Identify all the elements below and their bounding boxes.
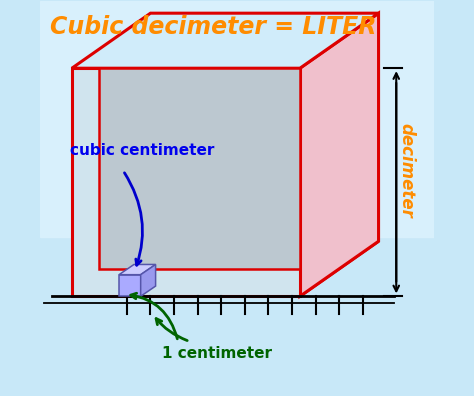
- Bar: [72, 68, 300, 296]
- Polygon shape: [119, 265, 155, 275]
- Polygon shape: [141, 265, 155, 296]
- Bar: [40, 2, 434, 237]
- Polygon shape: [72, 241, 379, 296]
- Text: 1 centimeter: 1 centimeter: [162, 346, 273, 361]
- Bar: [119, 275, 141, 296]
- Text: cubic centimeter: cubic centimeter: [71, 143, 215, 158]
- Text: decimeter: decimeter: [397, 123, 415, 218]
- Polygon shape: [72, 13, 379, 68]
- Bar: [100, 68, 300, 269]
- Text: Cubic decimeter = LITER: Cubic decimeter = LITER: [50, 15, 377, 39]
- Polygon shape: [300, 13, 379, 296]
